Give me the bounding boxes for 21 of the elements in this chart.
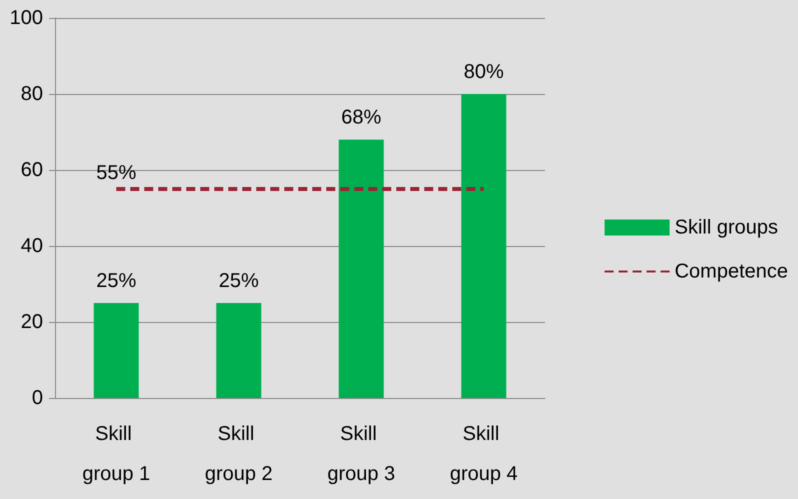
data-label: 68% <box>341 106 382 129</box>
y-tick-label: 60 <box>20 159 43 181</box>
legend-label: Competence <box>674 260 788 282</box>
data-label: 55% <box>96 162 136 184</box>
y-tick-label: 20 <box>20 311 43 333</box>
y-tick-label: 100 <box>10 7 43 29</box>
x-tick-label: Skill group 4 <box>450 423 518 485</box>
legend-label: Skill groups <box>674 216 778 238</box>
bar <box>216 303 262 398</box>
y-tick-label: 80 <box>20 83 43 105</box>
data-label: 25% <box>96 270 136 292</box>
data-label: 25% <box>218 270 259 292</box>
data-label: 80% <box>464 61 504 83</box>
x-tick-label: Skill group 2 <box>204 423 273 485</box>
y-tick-label: 40 <box>20 235 43 257</box>
bar <box>461 94 506 398</box>
y-tick-label: 0 <box>32 387 43 409</box>
bar <box>338 140 384 398</box>
x-tick-label: Skill group 1 <box>82 423 150 485</box>
bar <box>94 303 139 398</box>
x-tick-label: Skill group 3 <box>327 423 396 485</box>
